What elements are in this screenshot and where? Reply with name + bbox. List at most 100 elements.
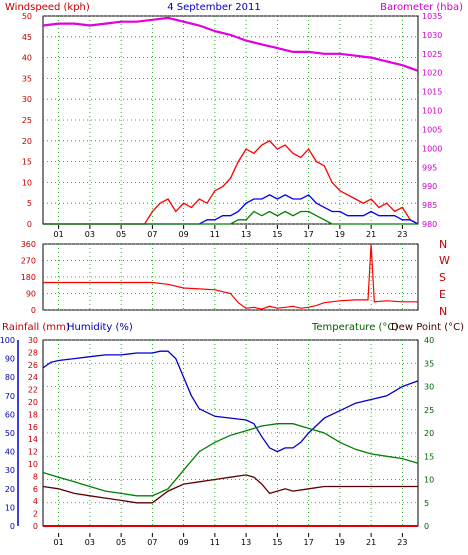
wind-x-tick-15: 15 <box>272 230 282 239</box>
series-barometer <box>42 16 419 72</box>
humidity-tick-70: 70 <box>5 392 15 401</box>
wind-x-tick-11: 11 <box>210 230 220 239</box>
barometer-tick-1005: 1005 <box>422 125 442 134</box>
humidity-axis-label: Humidity (%) <box>67 322 133 333</box>
barometer-tick-995: 995 <box>422 163 437 172</box>
rainfall-tick-22: 22 <box>28 386 38 395</box>
climate-x-tick-21: 21 <box>366 538 376 547</box>
dewpoint-axis-label: Dew Point (°C) <box>391 322 464 333</box>
windspeed-tick-20: 20 <box>22 137 32 146</box>
temperature-axis-label: Temperature (°C) <box>311 322 398 333</box>
windspeed-tick-50: 50 <box>22 12 32 21</box>
rainfall-tick-4: 4 <box>33 497 38 506</box>
humidity-tick-80: 80 <box>5 373 15 382</box>
rainfall-tick-30: 30 <box>28 336 38 345</box>
rainfall-tick-10: 10 <box>28 460 38 469</box>
rainfall-tick-26: 26 <box>28 361 38 370</box>
series-dewpoint <box>42 474 418 504</box>
windspeed-tick-10: 10 <box>22 178 32 187</box>
rainfall-tick-28: 28 <box>28 348 38 357</box>
series-lull <box>43 210 418 225</box>
temperature-tick-5: 5 <box>424 499 429 508</box>
series-humidity <box>42 350 419 453</box>
climate-x-tick-01: 01 <box>54 538 64 547</box>
temperature-tick-0: 0 <box>424 522 429 531</box>
climate-x-tick-05: 05 <box>116 538 126 547</box>
rainfall-tick-12: 12 <box>28 448 38 457</box>
windspeed-tick-45: 45 <box>22 33 32 42</box>
climate-x-tick-03: 03 <box>85 538 95 547</box>
direction-label-s: S <box>439 271 446 284</box>
temperature-tick-35: 35 <box>424 359 434 368</box>
temperature-tick-30: 30 <box>424 383 434 392</box>
series-temperature <box>42 423 419 497</box>
barometer-tick-1000: 1000 <box>422 144 442 153</box>
rainfall-tick-8: 8 <box>33 472 38 481</box>
rainfall-tick-20: 20 <box>28 398 38 407</box>
direction-label-n-top: N <box>439 238 447 251</box>
wind-x-tick-19: 19 <box>335 230 345 239</box>
climate-x-tick-09: 09 <box>179 538 189 547</box>
direction-tick-270: 270 <box>21 257 36 266</box>
temperature-tick-25: 25 <box>424 406 434 415</box>
barometer-tick-1030: 1030 <box>422 31 442 40</box>
wind-x-tick-05: 05 <box>116 230 126 239</box>
windspeed-tick-5: 5 <box>27 199 32 208</box>
humidity-tick-0: 0 <box>10 522 15 531</box>
climate-x-tick-13: 13 <box>241 538 251 547</box>
windspeed-tick-40: 40 <box>22 54 32 63</box>
humidity-tick-60: 60 <box>5 410 15 419</box>
rainfall-axis-label: Rainfall (mm) <box>2 322 70 333</box>
wind-x-tick-07: 07 <box>147 230 157 239</box>
direction-label-n-bottom: N <box>439 305 447 318</box>
wind-x-tick-09: 09 <box>179 230 189 239</box>
climate-x-tick-11: 11 <box>210 538 220 547</box>
windspeed-tick-15: 15 <box>22 158 32 167</box>
barometer-axis-label: Barometer (hba) <box>380 2 463 13</box>
temperature-tick-10: 10 <box>424 476 434 485</box>
windspeed-tick-25: 25 <box>22 116 32 125</box>
direction-tick-360: 360 <box>21 240 36 249</box>
humidity-tick-30: 30 <box>5 466 15 475</box>
temperature-tick-15: 15 <box>424 452 434 461</box>
humidity-tick-100: 100 <box>0 336 15 345</box>
barometer-tick-990: 990 <box>422 182 437 191</box>
temperature-tick-20: 20 <box>424 429 434 438</box>
series-direction <box>43 243 418 310</box>
direction-tick-90: 90 <box>26 290 36 299</box>
barometer-tick-1020: 1020 <box>422 69 442 78</box>
climate-x-tick-23: 23 <box>397 538 407 547</box>
chart-date-title: 4 September 2011 <box>167 2 260 13</box>
windspeed-tick-0: 0 <box>27 220 32 229</box>
barometer-tick-985: 985 <box>422 201 437 210</box>
direction-label-e: E <box>439 288 446 301</box>
rainfall-tick-24: 24 <box>28 373 38 382</box>
humidity-tick-20: 20 <box>5 485 15 494</box>
rainfall-tick-6: 6 <box>33 485 38 494</box>
wind-x-tick-03: 03 <box>85 230 95 239</box>
rainfall-tick-16: 16 <box>28 423 38 432</box>
windspeed-tick-35: 35 <box>22 74 32 83</box>
climate-x-tick-19: 19 <box>335 538 345 547</box>
series-gust <box>43 139 419 225</box>
rainfall-tick-0: 0 <box>33 522 38 531</box>
climate-x-tick-15: 15 <box>272 538 282 547</box>
barometer-tick-1025: 1025 <box>422 50 442 59</box>
barometer-tick-980: 980 <box>422 220 437 229</box>
temperature-tick-40: 40 <box>424 336 434 345</box>
direction-tick-180: 180 <box>21 273 36 282</box>
climate-x-tick-07: 07 <box>147 538 157 547</box>
barometer-tick-1035: 1035 <box>422 12 442 21</box>
humidity-tick-40: 40 <box>5 448 15 457</box>
humidity-tick-50: 50 <box>5 429 15 438</box>
wind-x-tick-17: 17 <box>304 230 314 239</box>
wind-x-tick-23: 23 <box>397 230 407 239</box>
climate-x-tick-17: 17 <box>304 538 314 547</box>
windspeed-axis-label: Windspeed (kph) <box>5 2 90 13</box>
series-average <box>43 194 419 225</box>
wind-x-tick-21: 21 <box>366 230 376 239</box>
rainfall-tick-14: 14 <box>28 435 38 444</box>
direction-tick-0: 0 <box>31 306 36 315</box>
wind-x-tick-13: 13 <box>241 230 251 239</box>
